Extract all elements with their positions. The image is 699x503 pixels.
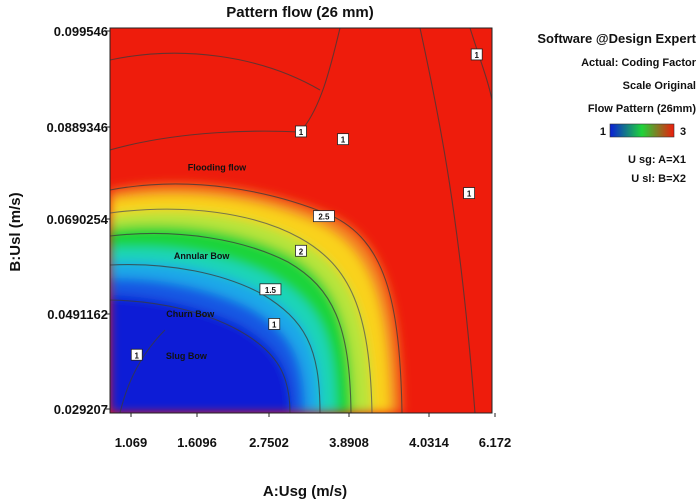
contour-value-label: 2 xyxy=(295,244,307,257)
x-tick-label: 3.8908 xyxy=(329,435,369,450)
mapping-usg: U sg: A=X1 xyxy=(628,154,686,166)
color-legend-bar xyxy=(609,123,675,138)
plot-frame xyxy=(109,27,493,414)
side-line-coding: Actual: Coding Factor xyxy=(581,57,697,69)
x-tick-label: 1.069 xyxy=(115,435,148,450)
svg-text:1: 1 xyxy=(272,320,277,329)
contour-value-label: 1 xyxy=(470,48,483,61)
side-line-scale: Scale Original xyxy=(623,80,696,92)
region-label: Slug Bow xyxy=(166,351,208,361)
y-axis-label: B:Usl (m/s) xyxy=(7,192,24,271)
svg-text:1: 1 xyxy=(341,136,346,145)
svg-text:1: 1 xyxy=(474,51,479,60)
side-panel: Software @Design Expert Actual: Coding F… xyxy=(537,31,696,185)
y-tick-label: 0.0889346 xyxy=(47,120,108,135)
contour-value-label: 1 xyxy=(463,187,475,199)
svg-text:2: 2 xyxy=(299,247,304,256)
contour-value-label: 1 xyxy=(268,318,281,330)
svg-text:2.5: 2.5 xyxy=(318,213,330,222)
side-panel-title: Software @Design Expert xyxy=(537,31,696,46)
x-tick-label: 4.0314 xyxy=(409,435,450,450)
contour-labels: 1 1 1 1 2.5 2 1.5 1 1 xyxy=(130,48,483,361)
x-tick-label: 2.7502 xyxy=(249,435,289,450)
legend-min-label: 1 xyxy=(600,126,606,138)
contour-value-label: 1 xyxy=(295,125,307,138)
y-tick-label: 0.099546 xyxy=(54,24,108,39)
svg-text:1: 1 xyxy=(299,128,304,137)
region-label: Flooding flow xyxy=(188,162,247,172)
y-tick-label: 0.0690254 xyxy=(47,212,109,227)
x-axis-label: A:Usg (m/s) xyxy=(263,483,347,500)
x-tick-label: 1.6096 xyxy=(177,435,217,450)
contour-value-label: 1 xyxy=(130,348,143,361)
region-label: Annular Bow xyxy=(174,251,230,261)
svg-text:1: 1 xyxy=(135,351,140,360)
region-labels: Flooding flow Annular Bow Churn Bow Slug Bo… xyxy=(166,162,247,361)
contour-value-label: 1.5 xyxy=(259,283,282,296)
region-label: Churn Bow xyxy=(166,309,215,319)
chart-title: Pattern flow (26 mm) xyxy=(226,4,374,21)
contour-surface xyxy=(110,28,492,413)
mapping-usl: U sl: B=X2 xyxy=(631,173,686,185)
y-tick-label: 0.029207 xyxy=(54,402,108,417)
legend-max-label: 3 xyxy=(680,126,686,138)
svg-text:1.5: 1.5 xyxy=(265,286,277,295)
y-tick-label: 0.0491162 xyxy=(47,307,108,322)
contour-value-label: 1 xyxy=(337,133,349,146)
side-line-flow-pattern: Flow Pattern (26mm) xyxy=(588,103,697,115)
x-tick-label: 6.172 xyxy=(479,435,512,450)
contour-value-label: 2.5 xyxy=(313,210,335,223)
svg-text:1: 1 xyxy=(467,190,472,199)
x-axis: 1.069 1.6096 2.7502 3.8908 4.0314 6.172 xyxy=(115,413,512,450)
y-axis: 0.029207 0.0491162 0.0690254 0.0889346 0.099… xyxy=(47,24,110,417)
